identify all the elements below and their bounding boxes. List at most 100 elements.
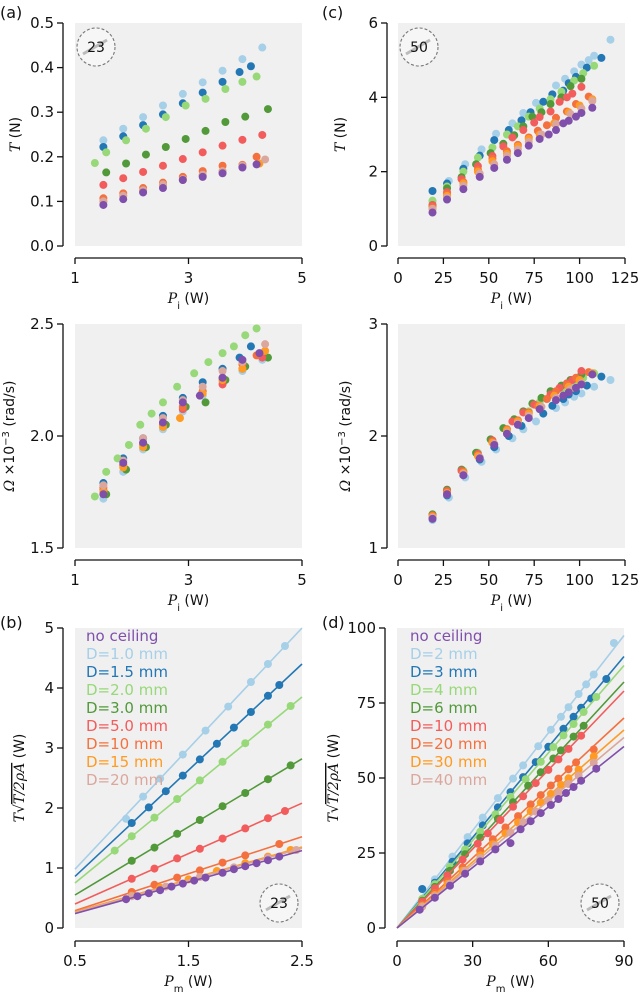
data-point: [198, 88, 207, 97]
data-point: [459, 471, 468, 480]
data-point: [252, 152, 261, 161]
data-point: [198, 172, 207, 181]
data-point: [252, 859, 261, 868]
annotation-label: 50: [410, 40, 428, 56]
data-point: [161, 142, 170, 151]
data-point: [218, 77, 227, 86]
series-0: [428, 370, 597, 523]
data-point: [173, 795, 182, 803]
data-point: [90, 159, 99, 168]
data-point: [158, 161, 167, 170]
legend-entry: D=30 mm: [410, 753, 487, 771]
data-point: [546, 781, 555, 790]
annotation-badge: 23: [259, 883, 299, 923]
data-point: [579, 721, 588, 730]
data-point: [261, 155, 270, 164]
data-point: [110, 846, 119, 855]
label-part: P: [490, 291, 501, 307]
data-point: [263, 720, 272, 729]
data-point: [178, 398, 187, 407]
data-point: [139, 113, 148, 122]
data-point: [173, 382, 182, 391]
data-point: [524, 141, 533, 150]
label-part: m: [174, 984, 184, 992]
data-point: [536, 791, 545, 800]
data-point: [463, 833, 472, 842]
y-axis-label: T (N): [8, 117, 24, 152]
label-part: i: [177, 301, 180, 312]
data-point: [524, 414, 533, 423]
annotation-label: 23: [270, 896, 288, 912]
data-point: [280, 807, 289, 815]
data-point: [493, 794, 502, 803]
data-point: [582, 680, 591, 689]
data-point: [127, 856, 136, 865]
label-part: (W): [183, 974, 212, 990]
data-point: [158, 101, 167, 110]
data-point: [102, 168, 111, 177]
legend-entry: D=5.0 mm: [86, 717, 168, 735]
data-point: [161, 787, 170, 796]
data-point: [261, 340, 270, 349]
data-point: [286, 761, 295, 770]
data-point: [235, 68, 244, 77]
data-point: [589, 758, 598, 767]
data-point: [569, 720, 578, 728]
data-point: [280, 642, 289, 650]
data-point: [551, 120, 560, 129]
x-tick-label: 75: [525, 269, 544, 287]
data-point: [443, 490, 452, 499]
y-tick-label: 2: [368, 163, 378, 181]
x-tick-label: 3: [184, 571, 194, 589]
label-part: m: [496, 984, 506, 992]
data-point: [201, 94, 210, 103]
x-tick-label: 125: [611, 269, 640, 287]
data-point: [461, 869, 470, 878]
data-point: [218, 349, 227, 358]
label-part: T/2ρA: [326, 763, 342, 804]
legend-entry: D=20 mm: [410, 735, 487, 753]
series-0: [74, 849, 303, 915]
chart-panel-0: 0.0 0.1 0.2 0.3 0.4 0.5 1 3 5 Pi (W) T (N) (a) 23: [0, 3, 307, 312]
label-part: −3: [337, 431, 348, 446]
chart-panel-3: 1 2 3 0 25 50 75 100 125 Pi (W) Ω ×10−3 (rad/s): [337, 315, 640, 614]
data-point: [564, 388, 573, 397]
legend-entry: D=10 mm: [86, 735, 163, 753]
data-point: [195, 776, 204, 785]
data-point: [99, 481, 108, 490]
data-point: [519, 761, 528, 770]
legend-entry: no ceiling: [86, 627, 158, 645]
x-tick-label: 100: [565, 269, 594, 287]
label-part: (W): [503, 593, 532, 609]
y-tick-label: 4: [368, 88, 378, 106]
data-point: [428, 514, 437, 523]
x-tick-label: 0: [393, 571, 403, 589]
legend-entry: D=1.5 mm: [86, 663, 168, 681]
data-point: [158, 184, 167, 193]
label-part: (rad/s): [2, 381, 18, 432]
data-point: [544, 765, 553, 774]
data-point: [554, 788, 563, 797]
label-part: i: [500, 301, 503, 312]
y-tick-label: 1: [44, 859, 54, 877]
label-part: ×10: [338, 446, 354, 480]
data-point: [241, 112, 250, 121]
data-point: [263, 691, 272, 700]
panel-label: (b): [0, 613, 23, 632]
data-point: [606, 35, 615, 44]
series-5: [74, 802, 303, 905]
data-point: [556, 780, 565, 789]
data-point: [99, 200, 108, 209]
data-point: [556, 746, 565, 755]
label-part: T: [8, 141, 24, 152]
data-point: [127, 874, 136, 883]
annotation-badge: 23: [76, 27, 116, 67]
label-part: ×10: [2, 446, 18, 480]
diagonal-mark-icon: [82, 38, 108, 56]
data-point: [139, 167, 148, 176]
data-point: [218, 868, 227, 877]
label-part: (W): [503, 291, 532, 307]
y-tick-label: 2: [44, 799, 54, 817]
label-part: √: [12, 804, 28, 813]
